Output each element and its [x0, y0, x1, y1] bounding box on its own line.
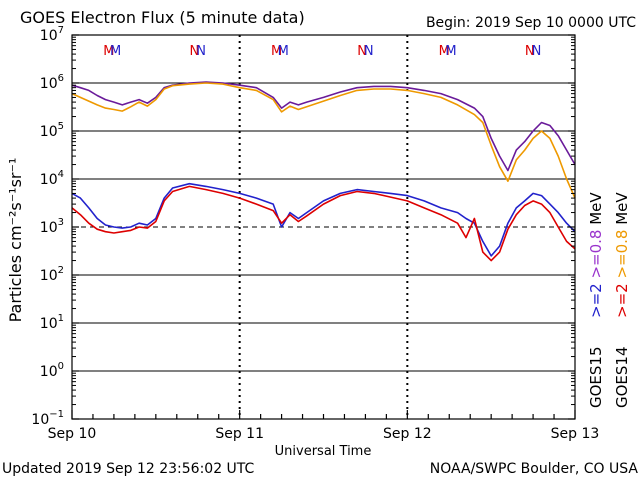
chart-title: GOES Electron Flux (5 minute data)	[20, 8, 305, 27]
noon-marker-label: N	[525, 44, 535, 59]
legend-energy-label: >=2 >=0.8 MeV	[587, 192, 605, 318]
y-axis: 10−1 100 101 102 103 104 105 106 107	[31, 25, 575, 428]
x-axis-title: Universal Time	[275, 444, 372, 459]
y-tick-label: 102	[40, 265, 64, 284]
x-axis: Sep 10 Sep 11 Sep 12 Sep 13	[48, 410, 600, 442]
noon-marker-label: N	[364, 44, 374, 59]
noon-marker-label: M	[271, 44, 282, 59]
series-line	[71, 185, 576, 262]
noon-marker-label: N	[357, 44, 367, 59]
y-tick-label: 100	[40, 361, 64, 380]
legend-energy-label: >=2 >=0.8 MeV	[613, 192, 631, 318]
y-tick-label: 105	[40, 121, 64, 140]
noon-marker-label: N	[196, 44, 206, 59]
x-tick-label: Sep 13	[551, 426, 600, 442]
begin-label: Begin: 2019 Sep 10 0000 UTC	[426, 15, 636, 31]
gridlines	[72, 82, 575, 372]
y-tick-label: 10−1	[31, 409, 64, 428]
noon-marker-label: M	[110, 44, 121, 59]
x-tick-label: Sep 11	[215, 426, 264, 442]
y-tick-label: 107	[40, 25, 64, 44]
legend-satellite-label: GOES15	[587, 346, 605, 408]
legend: GOES15 GOES14 >=2 >=0.8 MeV >=2 >=0.8 MeV	[587, 192, 631, 408]
noon-marker-label: M	[278, 44, 289, 59]
series-line	[71, 182, 576, 257]
series-line	[71, 81, 576, 172]
x-tick-label: Sep 12	[383, 426, 432, 442]
y-tick-label: 104	[40, 169, 64, 188]
day-markers	[238, 35, 409, 419]
data-series	[71, 81, 576, 262]
noon-marker-label: M	[439, 44, 450, 59]
noon-marker-label: M	[445, 44, 456, 59]
y-tick-label: 101	[40, 313, 64, 332]
noon-marker-label: N	[190, 44, 200, 59]
x-tick-label: Sep 10	[48, 426, 97, 442]
y-axis-title: Particles cm⁻²s⁻¹sr⁻¹	[6, 158, 25, 323]
series-line	[71, 82, 576, 199]
noon-marker-label: M	[103, 44, 114, 59]
y-tick-label: 103	[40, 217, 64, 236]
y-tick-label: 106	[40, 73, 64, 92]
credit-label: NOAA/SWPC Boulder, CO USA	[430, 461, 639, 477]
updated-label: Updated 2019 Sep 12 23:56:02 UTC	[2, 461, 255, 477]
legend-satellite-label: GOES14	[613, 346, 631, 408]
noon-marker-label: N	[532, 44, 542, 59]
noon-markers: MM NN MM NN MM NN	[103, 44, 541, 59]
